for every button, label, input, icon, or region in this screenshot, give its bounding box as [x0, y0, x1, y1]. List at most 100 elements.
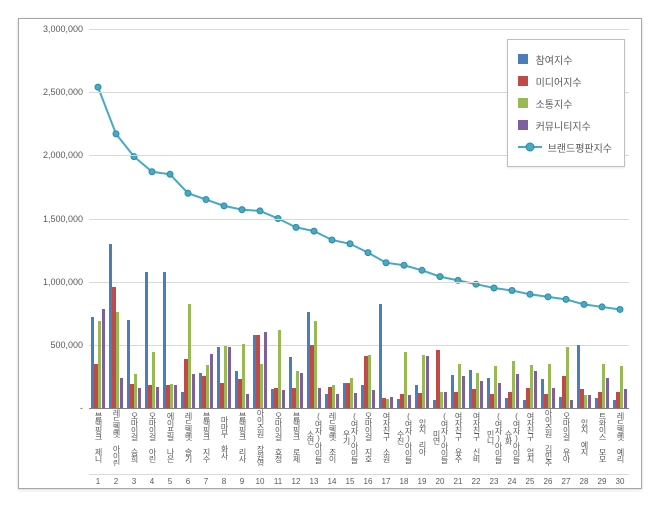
x-category-rank: 21: [449, 474, 467, 486]
x-category-label: 레드벨벳 예리: [616, 408, 624, 466]
x-category: (여자)아이들 슈화 24: [503, 408, 521, 488]
x-category-label: 여자친구 유주: [454, 408, 462, 466]
x-category-rank: 19: [413, 474, 431, 486]
legend-label: 소통지수: [536, 96, 573, 111]
x-category-label: (여자)아이들 슈화: [504, 408, 520, 466]
bar: [354, 393, 357, 408]
bar-group: [217, 29, 232, 408]
bar: [566, 347, 569, 408]
x-category-label: 블랙핑크 지수: [202, 408, 210, 466]
x-category-rank: 10: [251, 474, 269, 486]
chart-container: -500,0001,000,0001,500,0002,000,0002,500…: [18, 18, 642, 489]
x-category-rank: 27: [557, 474, 575, 486]
x-category-rank: 26: [539, 474, 557, 486]
x-category-label: 있지 리아: [418, 408, 426, 466]
bar: [516, 374, 519, 408]
bar: [379, 304, 382, 408]
bar-group: [379, 29, 394, 408]
bar: [372, 390, 375, 408]
y-tick-label: 1,500,000: [43, 214, 83, 224]
bar: [606, 378, 609, 408]
x-category-label: 여자친구 소원: [382, 408, 390, 466]
bar-group: [253, 29, 268, 408]
x-category-label: (여자)아이들 미연: [432, 408, 448, 466]
bar: [480, 381, 483, 408]
legend: 참여지수 미디어지수 소통지수 커뮤니티지수 브랜드평판지수: [507, 39, 625, 167]
x-category-label: (여자)아이들 우기: [342, 408, 358, 466]
x-category-label: 마마무 화사: [220, 408, 228, 466]
x-category-rank: 9: [233, 474, 251, 486]
x-category-rank: 2: [107, 474, 125, 486]
x-category-label: 여자친구 엄지: [526, 408, 534, 466]
x-category: 레드벨벳 슬기6: [179, 408, 197, 488]
x-category: 여자친구 엄지25: [521, 408, 539, 488]
x-category: 여자친구 유주 21: [449, 408, 467, 488]
x-category-label: 아이즈원 김민주: [544, 408, 552, 466]
x-category: (여자)아이들 우기15: [341, 408, 359, 488]
bar: [102, 309, 105, 408]
x-category: 오마이걸 효정11: [269, 408, 287, 488]
x-category-rank: 1: [89, 474, 107, 486]
x-category: 여자친구 신비22: [467, 408, 485, 488]
bar-group: [469, 29, 484, 408]
x-category-rank: 23: [485, 474, 503, 486]
x-category-label: 레드벨벳 조이: [328, 408, 336, 466]
x-category: 아이즈원 장원영 10: [251, 408, 269, 488]
x-category: 오마이걸 아린4: [143, 408, 161, 488]
legend-item-communication: 소통지수: [518, 92, 612, 114]
bar-group: [163, 29, 178, 408]
x-category-rank: 28: [575, 474, 593, 486]
x-category: (여자)아이들 소연13: [305, 408, 323, 488]
legend-swatch: [518, 76, 528, 86]
x-category: 오마이걸 유아 27: [557, 408, 575, 488]
x-category-label: 블랙핑크 제니: [94, 408, 102, 466]
legend-label: 참여지수: [536, 52, 573, 67]
bar-group: [325, 29, 340, 408]
x-category-label: 블랙핑크 리사: [238, 408, 246, 466]
x-category-label: 트와이스 모모: [598, 408, 606, 466]
x-axis: 블랙핑크 제니 1레드벨벳 아이린2오마이걸 승희3오마이걸 아린4에이프릴 나은…: [89, 408, 629, 488]
bar: [444, 392, 447, 408]
x-category: 레드벨벳 아이린2: [107, 408, 125, 488]
bar: [228, 347, 231, 408]
x-category-rank: 24: [503, 474, 521, 486]
bar: [534, 371, 537, 408]
y-tick-label: 3,000,000: [43, 24, 83, 34]
bar: [462, 376, 465, 408]
bar-group: [271, 29, 286, 408]
x-category-label: 오마이걸 유아: [562, 408, 570, 466]
bar-group: [127, 29, 142, 408]
y-tick-label: -: [80, 403, 83, 413]
x-category: (여자)아이들 민니23: [485, 408, 503, 488]
legend-label: 커뮤니티지수: [536, 118, 591, 133]
bar-group: [199, 29, 214, 408]
x-category-label: 레드벨벳 슬기: [184, 408, 192, 466]
x-category-rank: 7: [197, 474, 215, 486]
x-category: 오마이걸 승희3: [125, 408, 143, 488]
bar-group: [397, 29, 412, 408]
legend-label: 브랜드평판지수: [548, 140, 612, 155]
bar: [210, 354, 213, 408]
x-category: 여자친구 소원17: [377, 408, 395, 488]
bar: [300, 373, 303, 408]
x-category: 레드벨벳 조이14: [323, 408, 341, 488]
bar: [408, 395, 411, 408]
x-category-rank: 22: [467, 474, 485, 486]
bar: [336, 394, 339, 408]
bar-group: [415, 29, 430, 408]
x-category: 에이프릴 나은5: [161, 408, 179, 488]
bar-group: [487, 29, 502, 408]
x-category-rank: 13: [305, 474, 323, 486]
x-category: 블랙핑크 제니 1: [89, 408, 107, 488]
x-category-label: 아이즈원 장원영: [256, 408, 264, 466]
y-tick-label: 2,000,000: [43, 150, 83, 160]
legend-item-media: 미디어지수: [518, 70, 612, 92]
bar-group: [343, 29, 358, 408]
bar-group: [109, 29, 124, 408]
x-category-label: 오마이걸 아린: [148, 408, 156, 466]
x-category: 블랙핑크 지수 7: [197, 408, 215, 488]
legend-line-swatch: [518, 141, 542, 153]
bar: [246, 394, 249, 408]
bar-group: [451, 29, 466, 408]
x-category: 블랙핑크 리사 9: [233, 408, 251, 488]
